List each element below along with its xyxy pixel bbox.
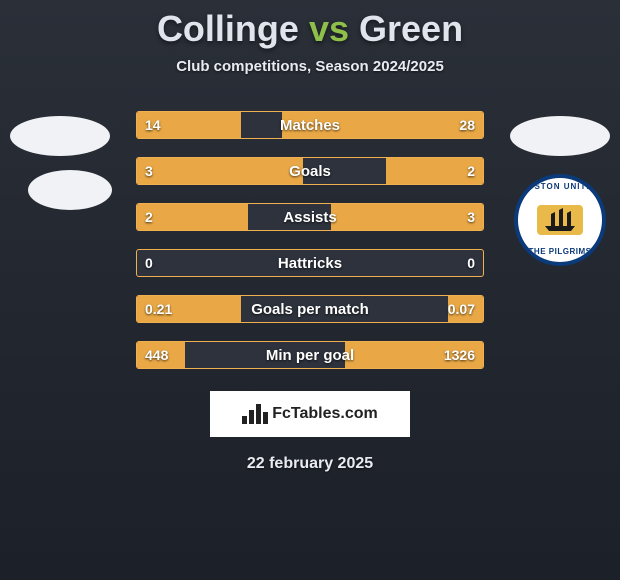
stat-left-value: 0.21 xyxy=(145,296,172,322)
stat-left-value: 14 xyxy=(145,112,161,138)
stat-row: 14Matches28 xyxy=(136,111,484,139)
stat-left-value: 3 xyxy=(145,158,153,184)
stat-fill-right xyxy=(282,112,483,138)
player2-avatar xyxy=(510,116,610,156)
stat-row: 0.21Goals per match0.07 xyxy=(136,295,484,323)
stat-left-value: 2 xyxy=(145,204,153,230)
vs-label: vs xyxy=(309,8,349,49)
player1-name: Collinge xyxy=(157,8,299,49)
stat-right-value: 2 xyxy=(467,158,475,184)
badge-ship-icon xyxy=(537,205,583,235)
stat-row: 0Hattricks0 xyxy=(136,249,484,277)
player1-avatar xyxy=(10,116,110,156)
stat-left-value: 448 xyxy=(145,342,168,368)
subtitle: Club competitions, Season 2024/2025 xyxy=(0,58,620,75)
brand-badge: FcTables.com xyxy=(210,391,410,437)
stat-right-value: 3 xyxy=(467,204,475,230)
stat-left-value: 0 xyxy=(145,250,153,276)
comparison-title: Collinge vs Green xyxy=(0,0,620,50)
brand-text: FcTables.com xyxy=(272,405,378,423)
player2-club-logo: BOSTON UNITED THE PILGRIMS xyxy=(514,174,606,266)
stat-fill-left xyxy=(137,158,303,184)
stat-label: Hattricks xyxy=(137,250,483,276)
stat-row: 448Min per goal1326 xyxy=(136,341,484,369)
stat-fill-left xyxy=(137,204,248,230)
date-label: 22 february 2025 xyxy=(0,455,620,473)
stat-right-value: 0 xyxy=(467,250,475,276)
badge-top-text: BOSTON UNITED xyxy=(518,182,602,191)
brand-bars-icon xyxy=(242,404,266,424)
player1-club-logo xyxy=(28,170,112,210)
player2-name: Green xyxy=(359,8,463,49)
stats-bars: 14Matches28 3Goals2 2Assists3 0Hattricks0 0.… xyxy=(136,111,484,369)
stat-fill-right xyxy=(331,204,483,230)
stat-right-value: 0.07 xyxy=(448,296,475,322)
stat-right-value: 28 xyxy=(459,112,475,138)
stat-right-value: 1326 xyxy=(444,342,475,368)
stat-row: 3Goals2 xyxy=(136,157,484,185)
stat-row: 2Assists3 xyxy=(136,203,484,231)
badge-bottom-text: THE PILGRIMS xyxy=(518,247,602,256)
